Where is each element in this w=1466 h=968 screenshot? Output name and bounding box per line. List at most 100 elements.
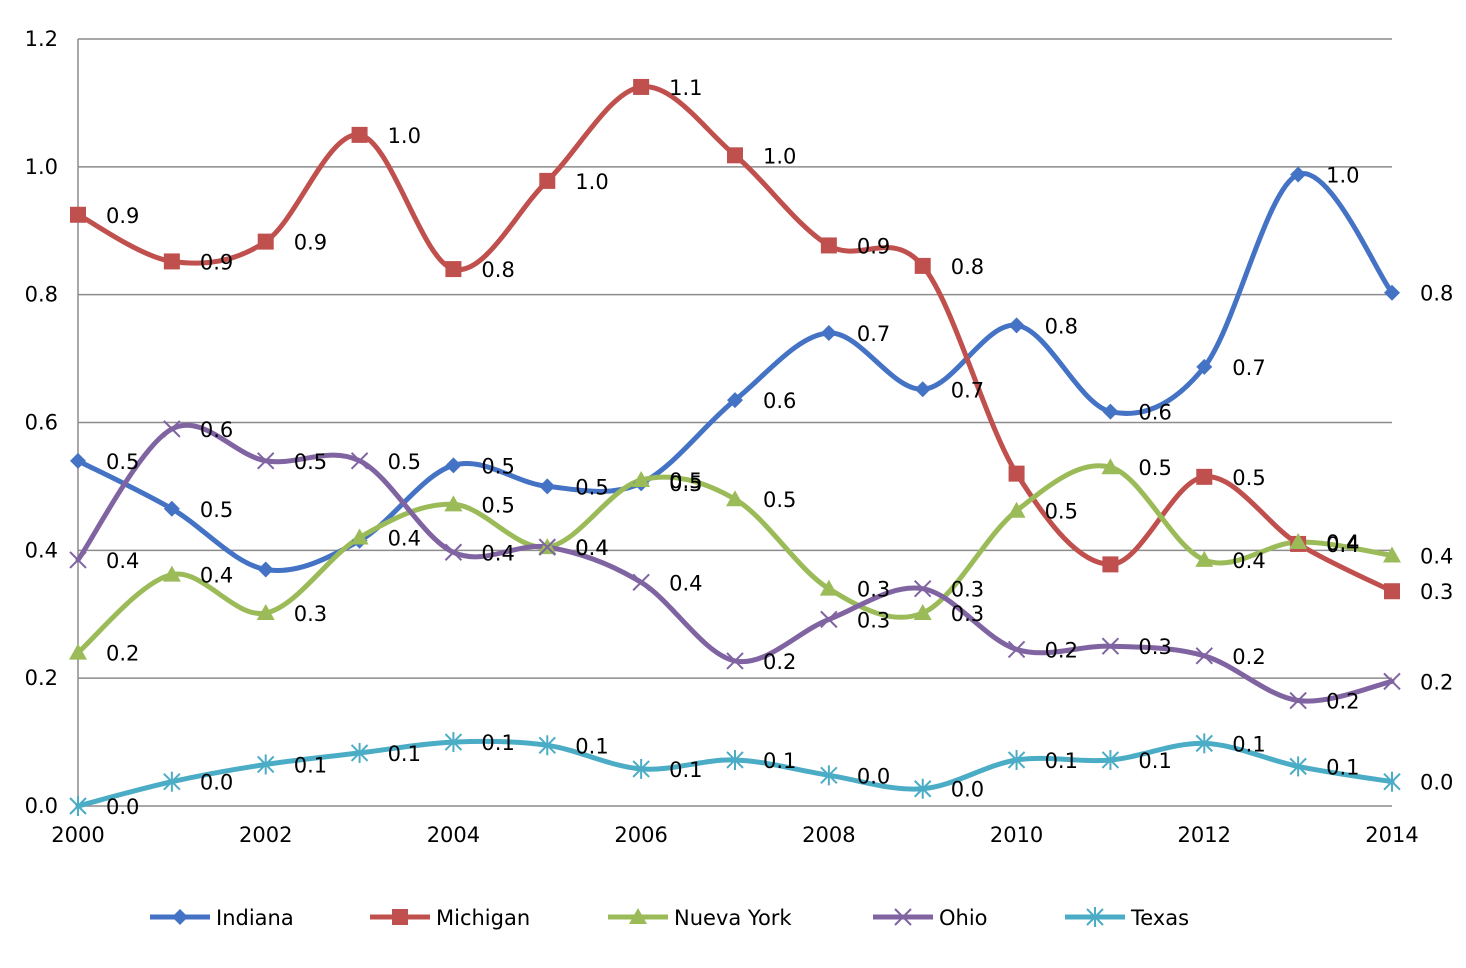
marker-stroke — [1383, 672, 1401, 691]
point-ohio — [1007, 640, 1026, 659]
point-texas — [1289, 756, 1307, 777]
marker-stroke — [1007, 640, 1026, 659]
data-label-indiana: 0.7 — [857, 322, 890, 346]
legend-marker-nueva-york — [629, 908, 647, 924]
legend-label-ohio: Ohio — [939, 906, 988, 930]
point-ohio — [632, 573, 650, 591]
legend-marker-indiana — [172, 909, 188, 925]
marker-stroke — [632, 573, 650, 591]
data-label-ohio: 0.5 — [388, 450, 421, 474]
point-texas — [726, 749, 744, 770]
point-ohio — [820, 610, 838, 629]
point-ohio — [1101, 637, 1120, 655]
data-label-michigan: 0.4 — [1326, 533, 1359, 557]
legend-item-ohio: Ohio — [873, 906, 988, 930]
y-tick-label: 1.0 — [25, 155, 58, 179]
data-label-nueva-york: 0.2 — [106, 642, 139, 666]
point-nueva-york — [1101, 458, 1120, 475]
marker-stroke — [1101, 637, 1120, 655]
point-nueva-york — [444, 495, 463, 512]
data-label-michigan: 0.9 — [857, 234, 890, 258]
data-label-nueva-york: 0.4 — [1420, 544, 1453, 568]
data-label-michigan: 1.0 — [763, 144, 796, 168]
data-label-texas: 0.1 — [575, 734, 608, 758]
point-michigan — [727, 147, 743, 164]
data-label-ohio: 0.3 — [1138, 635, 1171, 659]
y-tick-label: 0.6 — [25, 411, 58, 435]
point-indiana — [70, 452, 86, 469]
point-nueva-york — [162, 565, 181, 582]
data-label-ohio: 0.2 — [1045, 638, 1078, 662]
legend-label-texas: Texas — [1130, 906, 1189, 930]
point-michigan — [70, 206, 86, 223]
data-label-ohio: 0.4 — [575, 536, 608, 560]
point-texas — [1383, 771, 1401, 792]
point-ohio — [444, 543, 463, 561]
point-nueva-york — [1007, 501, 1026, 518]
data-label-texas: 0.1 — [481, 731, 514, 755]
point-texas — [350, 742, 369, 763]
point-michigan — [1102, 556, 1119, 573]
axes — [77, 39, 1392, 807]
data-label-michigan: 0.9 — [106, 204, 139, 228]
data-label-indiana: 0.6 — [763, 389, 796, 413]
data-label-indiana: 1.0 — [1326, 164, 1359, 188]
y-tick-label: 0.8 — [25, 283, 58, 307]
data-label-ohio: 0.4 — [106, 549, 139, 573]
point-indiana — [445, 457, 462, 474]
legend-marker-michigan — [392, 909, 408, 925]
point-texas — [257, 754, 275, 775]
data-label-texas: 0.1 — [388, 742, 421, 766]
data-label-texas: 0.0 — [857, 764, 890, 788]
data-label-texas: 0.1 — [1232, 732, 1265, 756]
point-texas — [1195, 733, 1213, 754]
data-label-nueva-york: 0.4 — [575, 536, 608, 560]
data-label-ohio: 0.6 — [200, 418, 233, 442]
data-label-texas: 0.1 — [763, 749, 796, 773]
legend-marker-ohio — [894, 908, 912, 926]
point-nueva-york — [913, 603, 932, 620]
data-label-michigan: 0.9 — [294, 231, 327, 255]
point-indiana — [1290, 166, 1307, 183]
data-label-michigan: 0.3 — [1420, 580, 1453, 604]
point-nueva-york — [1195, 550, 1214, 567]
data-label-texas: 0.1 — [669, 758, 702, 782]
point-indiana — [539, 478, 556, 495]
point-michigan — [351, 126, 368, 143]
data-label-nueva-york: 0.5 — [1045, 500, 1078, 524]
x-tick-label: 2012 — [1178, 823, 1231, 847]
data-label-nueva-york: 0.4 — [1326, 531, 1359, 555]
data-label-nueva-york: 0.5 — [1138, 456, 1171, 480]
data-label-ohio: 0.4 — [669, 571, 702, 595]
data-label-nueva-york: 0.5 — [763, 488, 796, 512]
point-texas — [632, 758, 650, 779]
legend-marker-texas — [1086, 907, 1104, 927]
point-indiana — [1384, 284, 1400, 301]
data-label-ohio: 0.4 — [481, 541, 514, 565]
data-label-nueva-york: 0.3 — [951, 602, 984, 626]
y-tick-label: 1.2 — [25, 27, 58, 51]
point-nueva-york — [819, 579, 838, 596]
point-ohio — [257, 452, 275, 470]
marker-stroke — [1289, 691, 1307, 710]
point-michigan — [633, 78, 650, 95]
point-ohio — [1383, 672, 1401, 691]
point-michigan — [820, 237, 837, 254]
data-label-texas: 0.1 — [1138, 749, 1171, 773]
data-label-ohio: 0.2 — [1420, 670, 1453, 694]
data-label-texas: 0.0 — [200, 771, 233, 795]
data-label-nueva-york: 0.3 — [294, 602, 327, 626]
point-indiana — [914, 381, 931, 398]
marker-stroke — [350, 452, 369, 470]
point-texas — [1007, 749, 1026, 770]
data-label-nueva-york: 0.4 — [388, 527, 421, 551]
marker-stroke — [444, 543, 463, 561]
x-tick-label: 2000 — [51, 823, 104, 847]
series-lines — [75, 84, 1395, 809]
x-tick-label: 2008 — [802, 823, 855, 847]
data-label-nueva-york: 0.5 — [669, 469, 702, 493]
x-tick-label: 2002 — [239, 823, 292, 847]
y-axis-tick-labels: 0.0 0.2 0.4 0.6 0.8 1.0 1.2 — [25, 27, 58, 818]
point-nueva-york — [1289, 533, 1308, 550]
data-label-texas: 0.0 — [951, 778, 984, 802]
